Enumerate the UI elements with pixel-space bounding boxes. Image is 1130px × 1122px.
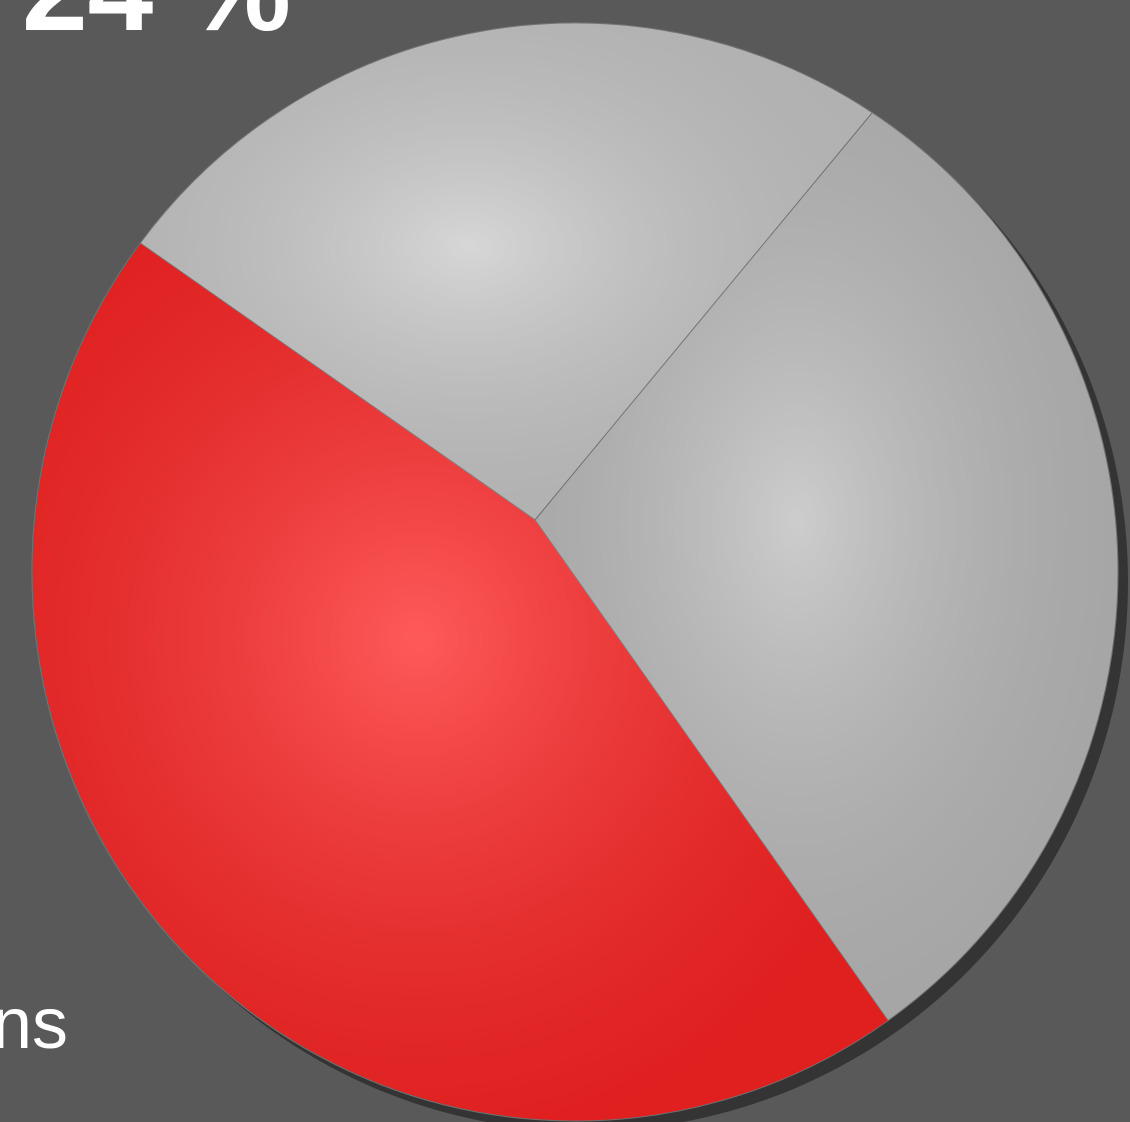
value-label: 24 % xyxy=(22,0,291,56)
pie xyxy=(31,22,1119,1122)
slice-shading xyxy=(32,243,889,1121)
slice-shading xyxy=(140,23,873,521)
slice-shading xyxy=(535,112,1118,1021)
annotation: ns xyxy=(0,984,68,1064)
